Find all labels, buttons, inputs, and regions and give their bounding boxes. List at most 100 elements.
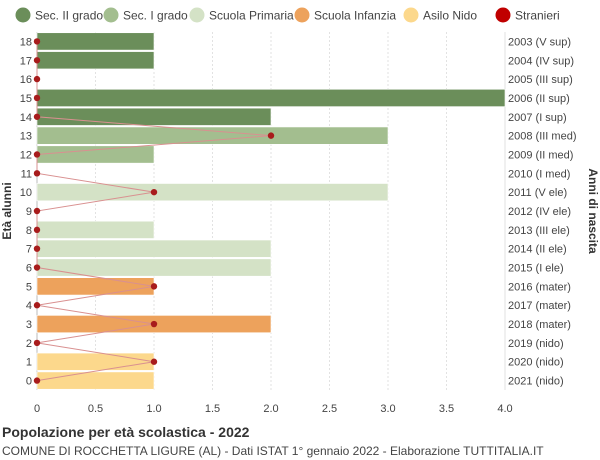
age-tick-label: 0 — [26, 376, 32, 388]
birth-year-tick-label: 2010 (I med) — [508, 168, 570, 180]
birth-year-tick-label: 2017 (mater) — [508, 300, 571, 312]
bar-age-0 — [36, 371, 155, 390]
stranieri-point-age-17 — [33, 57, 41, 64]
age-tick-label: 4 — [26, 300, 32, 312]
stranieri-point-age-1 — [150, 358, 158, 365]
stranieri-point-age-3 — [150, 320, 158, 328]
legend: Sec. II grado Sec. I grado Scuola Primaria… — [15, 7, 560, 23]
birth-year-tick-label: 2011 (V ele) — [508, 187, 567, 199]
legend-item: Sec. II grado — [15, 7, 103, 23]
x-tick-label: 0.5 — [88, 403, 103, 415]
birth-year-tick-label: 2016 (mater) — [508, 281, 571, 293]
age-tick-label: 3 — [26, 319, 32, 331]
stranieri-point-age-15 — [33, 94, 41, 102]
legend-label: Sec. II grado — [35, 9, 103, 23]
age-tick-label: 7 — [26, 244, 32, 256]
birth-year-tick-label: 2014 (II ele) — [508, 244, 567, 256]
birth-year-tick-label: 2020 (nido) — [508, 357, 564, 369]
x-tick-label: 1.0 — [146, 403, 161, 415]
bar-age-13 — [36, 126, 389, 145]
legend-label: Asilo Nido — [423, 9, 477, 23]
bar-age-7 — [36, 239, 272, 258]
bar-age-5 — [36, 277, 155, 296]
x-tick-labels: 0 0.5 1.0 1.5 2.0 2.5 3.0 3.5 4.0 — [34, 403, 513, 415]
x-tick-label: 3.0 — [380, 403, 395, 415]
legend-swatch — [294, 7, 310, 23]
legend-swatch — [189, 7, 205, 23]
stranieri-point-age-12 — [33, 151, 41, 158]
legend-swatch — [103, 7, 119, 23]
stranieri-point-age-14 — [33, 113, 41, 120]
birth-year-tick-label: 2013 (III ele) — [508, 225, 570, 237]
x-tick-label: 2.5 — [322, 403, 337, 415]
stranieri-point-age-16 — [33, 75, 41, 83]
stranieri-point-age-13 — [267, 132, 275, 139]
age-tick-label: 8 — [26, 225, 32, 237]
stranieri-point-age-4 — [33, 302, 41, 309]
y-axis-title-right: Anni di nascita — [586, 168, 600, 254]
age-tick-label: 18 — [20, 36, 32, 48]
stranieri-point-age-2 — [33, 339, 41, 347]
legend-item: Asilo Nido — [403, 7, 477, 23]
birth-year-tick-label: 2009 (II med) — [508, 149, 573, 161]
age-tick-label: 5 — [26, 281, 32, 293]
bar-age-14 — [36, 107, 272, 126]
legend-label: Stranieri — [515, 9, 560, 23]
legend-item: Sec. I grado — [103, 7, 188, 23]
x-tick-label: 0 — [34, 403, 40, 415]
stranieri-point-age-10 — [150, 188, 158, 196]
stranieri-point-age-5 — [150, 283, 158, 290]
birth-year-tick-label: 2015 (I ele) — [508, 263, 564, 275]
age-tick-label: 9 — [26, 206, 32, 218]
legend-swatch — [495, 7, 511, 23]
stranieri-point-age-18 — [33, 38, 41, 45]
stranieri-point-age-11 — [33, 170, 41, 177]
birth-year-tick-label: 2008 (III med) — [508, 131, 576, 143]
legend-item: Stranieri — [495, 7, 560, 23]
birth-year-tick-label: 2007 (I sup) — [508, 112, 567, 124]
birth-year-tick-label: 2012 (IV ele) — [508, 206, 571, 218]
age-tick-label: 11 — [21, 168, 32, 180]
age-tick-label: 13 — [20, 131, 32, 143]
age-tick-label: 10 — [20, 187, 32, 199]
age-tick-label: 12 — [20, 149, 32, 161]
legend-item: Scuola Primaria — [189, 7, 294, 23]
birth-year-tick-label: 2021 (nido) — [508, 376, 564, 388]
stranieri-point-age-6 — [33, 264, 41, 271]
birth-year-tick-label: 2006 (II sup) — [508, 93, 570, 105]
age-tick-label: 2 — [26, 338, 32, 350]
age-tick-label: 14 — [20, 112, 32, 124]
stranieri-point-age-9 — [33, 207, 41, 215]
bar-age-10 — [36, 183, 389, 202]
age-tick-label: 17 — [20, 55, 32, 67]
bar-age-8 — [36, 220, 155, 239]
legend-item: Scuola Infanzia — [294, 7, 396, 23]
age-tick-label: 1 — [26, 357, 32, 369]
bars — [36, 32, 506, 390]
y-axis-title-left: Età alunni — [0, 182, 14, 239]
x-tick-label: 4.0 — [497, 403, 512, 415]
stranieri-points — [33, 38, 275, 384]
age-tick-label: 6 — [26, 263, 32, 275]
stranieri-point-age-8 — [33, 226, 41, 234]
grid — [36, 32, 506, 390]
legend-swatch — [403, 7, 419, 23]
birth-year-tick-label: 2005 (III sup) — [508, 74, 573, 86]
legend-label: Scuola Infanzia — [314, 9, 396, 23]
legend-label: Scuola Primaria — [209, 9, 294, 23]
chart-title: Popolazione per età scolastica - 2022 — [2, 424, 250, 440]
legend-swatch — [15, 7, 31, 23]
chart-subtitle: COMUNE DI ROCCHETTA LIGURE (AL) - Dati I… — [2, 444, 544, 458]
birth-year-tick-label: 2004 (IV sup) — [508, 55, 574, 67]
birth-year-tick-label: 2018 (mater) — [508, 319, 571, 331]
birth-year-tick-label: 2003 (V sup) — [508, 36, 571, 48]
bar-age-1 — [36, 352, 155, 371]
bar-age-18 — [36, 32, 155, 51]
x-tick-label: 3.5 — [439, 403, 454, 415]
age-tick-label: 16 — [20, 74, 32, 86]
bar-age-17 — [36, 51, 155, 70]
age-tick-label: 15 — [20, 93, 32, 105]
bar-age-15 — [36, 88, 506, 107]
